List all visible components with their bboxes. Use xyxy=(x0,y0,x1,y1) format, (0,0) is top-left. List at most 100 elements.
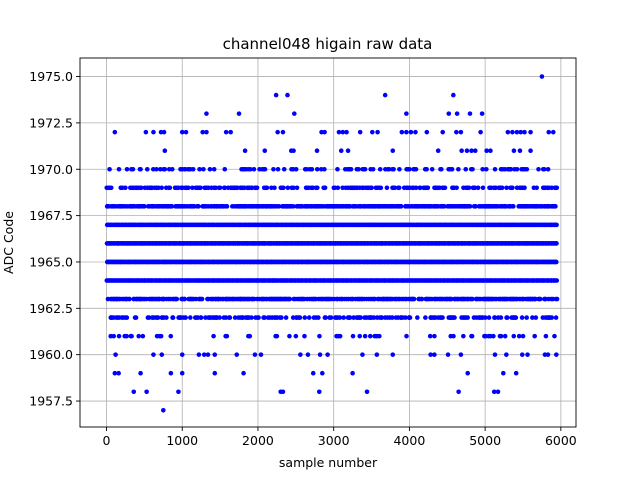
data-point xyxy=(155,315,161,320)
data-point xyxy=(513,370,519,376)
data-point xyxy=(399,129,405,135)
data-point xyxy=(539,74,545,79)
data-point xyxy=(232,315,238,320)
data-point xyxy=(464,148,470,154)
data-point xyxy=(442,204,447,209)
data-point xyxy=(424,166,429,172)
x-tick-label: 1000 xyxy=(166,433,198,448)
data-point xyxy=(305,352,311,357)
data-point xyxy=(423,315,428,320)
data-point xyxy=(350,370,355,376)
data-point xyxy=(111,333,117,339)
data-point xyxy=(211,333,216,339)
data-point xyxy=(285,92,290,98)
data-point xyxy=(379,315,385,320)
data-point xyxy=(451,92,456,98)
data-point xyxy=(386,166,392,172)
data-point xyxy=(553,315,559,320)
data-point xyxy=(552,333,557,339)
data-point xyxy=(491,389,497,395)
data-point xyxy=(207,166,213,172)
data-point xyxy=(281,185,286,191)
data-point xyxy=(314,166,320,172)
data-point xyxy=(113,352,118,357)
data-point xyxy=(200,129,205,135)
data-point xyxy=(451,333,456,339)
data-point xyxy=(545,352,551,357)
data-point xyxy=(276,204,282,209)
data-point xyxy=(337,315,343,320)
data-point xyxy=(162,148,168,154)
data-point xyxy=(511,204,516,209)
data-point xyxy=(488,148,493,154)
data-point xyxy=(519,315,525,320)
y-tick-label: 1962.5 xyxy=(29,301,73,316)
data-point xyxy=(262,315,267,320)
data-point xyxy=(470,296,475,302)
data-point xyxy=(293,166,299,172)
data-point xyxy=(348,166,354,172)
data-point xyxy=(370,129,375,135)
data-point xyxy=(425,185,431,191)
data-point xyxy=(264,185,270,191)
data-point xyxy=(495,389,501,395)
x-tick-label: 6000 xyxy=(545,433,577,448)
data-point xyxy=(522,129,527,135)
data-point xyxy=(534,185,539,191)
data-point xyxy=(528,129,533,135)
data-point xyxy=(234,352,240,357)
data-point xyxy=(138,370,143,376)
data-point xyxy=(484,148,489,154)
data-point xyxy=(532,333,537,339)
data-point xyxy=(223,129,229,135)
data-point xyxy=(223,315,229,320)
data-point xyxy=(222,185,228,191)
data-point xyxy=(435,148,441,154)
data-point xyxy=(470,166,475,172)
data-point xyxy=(116,370,121,376)
data-point xyxy=(498,333,504,339)
data-point xyxy=(454,129,459,135)
x-tick-label: 2000 xyxy=(242,433,274,448)
data-point xyxy=(293,333,299,339)
data-point xyxy=(292,111,297,116)
data-point xyxy=(322,185,328,191)
data-point xyxy=(511,333,517,339)
data-point xyxy=(224,333,230,339)
data-point xyxy=(138,185,144,191)
data-point xyxy=(357,129,363,135)
data-point xyxy=(469,148,474,154)
data-point xyxy=(183,315,188,320)
data-point xyxy=(524,166,530,172)
data-point xyxy=(445,352,451,357)
data-point xyxy=(528,148,533,154)
data-point xyxy=(499,185,505,191)
data-point xyxy=(158,333,164,339)
data-point xyxy=(432,352,437,357)
data-point xyxy=(341,315,347,320)
data-point xyxy=(320,370,325,376)
data-point xyxy=(129,333,134,339)
data-point xyxy=(145,166,150,172)
data-point xyxy=(543,333,549,339)
data-point xyxy=(428,352,433,357)
data-point xyxy=(358,315,363,320)
data-point xyxy=(364,389,370,395)
x-tick-label: 5000 xyxy=(469,433,501,448)
data-point xyxy=(467,111,473,116)
data-point xyxy=(190,185,195,191)
chart-title: channel048 higain raw data xyxy=(223,35,433,53)
data-point xyxy=(492,315,498,320)
data-point xyxy=(357,333,363,339)
y-tick-label: 1960.0 xyxy=(29,347,73,362)
data-point xyxy=(107,166,112,172)
data-point xyxy=(179,129,185,135)
data-point xyxy=(549,315,555,320)
data-point xyxy=(458,352,464,357)
data-point xyxy=(199,296,205,302)
data-point xyxy=(417,185,423,191)
data-point xyxy=(217,315,222,320)
data-point xyxy=(467,204,473,209)
data-point xyxy=(317,333,322,339)
y-tick-label: 1970.0 xyxy=(29,162,73,177)
